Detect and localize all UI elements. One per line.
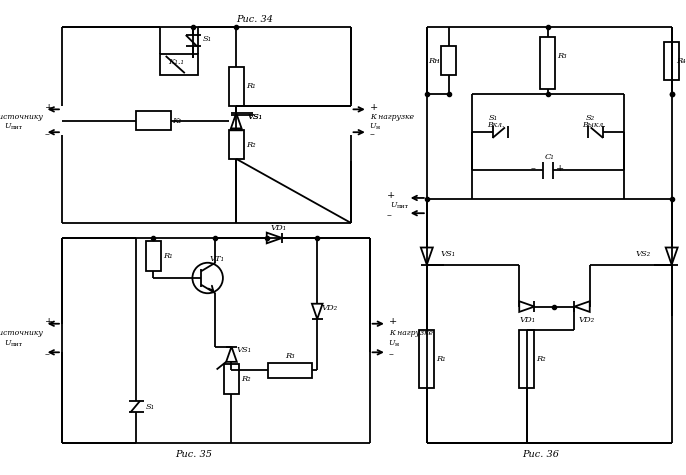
- Text: VD₁: VD₁: [519, 316, 535, 324]
- Text: VD₂: VD₂: [322, 304, 338, 312]
- Text: пит: пит: [397, 204, 408, 209]
- Text: C₁: C₁: [545, 153, 555, 161]
- Text: R₂: R₂: [246, 141, 255, 149]
- Text: пит: пит: [10, 125, 23, 130]
- Bar: [419, 331, 434, 388]
- Polygon shape: [421, 247, 433, 265]
- Text: R₄: R₄: [676, 57, 686, 65]
- Polygon shape: [226, 347, 237, 362]
- Text: U: U: [389, 339, 395, 347]
- Text: R₁: R₁: [163, 252, 172, 260]
- Text: К нагрузке: К нагрузке: [389, 329, 433, 337]
- Text: S₁: S₁: [145, 403, 155, 410]
- Text: –: –: [370, 131, 375, 140]
- Bar: [160, 54, 198, 75]
- Text: VS₁: VS₁: [248, 113, 263, 121]
- Text: Рис. 36: Рис. 36: [523, 450, 560, 459]
- Text: пит: пит: [10, 342, 23, 347]
- Bar: [145, 241, 161, 271]
- Text: +: +: [45, 317, 53, 326]
- Text: R₁: R₁: [246, 83, 255, 90]
- Text: Вкл.: Вкл.: [487, 121, 504, 129]
- Text: VD₂: VD₂: [578, 316, 595, 324]
- Bar: [224, 364, 239, 394]
- Text: Рис. 34: Рис. 34: [236, 15, 273, 24]
- Bar: [228, 67, 244, 105]
- Text: +: +: [45, 103, 53, 112]
- Text: K₁: K₁: [172, 117, 182, 125]
- Text: VT₁: VT₁: [209, 255, 224, 263]
- Polygon shape: [519, 301, 534, 312]
- Text: R₂: R₂: [536, 355, 546, 363]
- Polygon shape: [665, 247, 678, 265]
- Text: –: –: [387, 211, 392, 220]
- Bar: [441, 47, 456, 75]
- Text: R₃: R₃: [285, 352, 294, 360]
- Text: +: +: [387, 190, 395, 200]
- Text: VS₂: VS₂: [635, 250, 650, 258]
- Text: U: U: [370, 122, 376, 130]
- Text: –: –: [45, 351, 49, 360]
- Text: –: –: [531, 164, 536, 173]
- Polygon shape: [231, 113, 241, 128]
- Bar: [664, 42, 679, 80]
- Text: S₂: S₂: [586, 114, 595, 122]
- Text: К источнику: К источнику: [0, 329, 43, 337]
- Text: R₃: R₃: [557, 52, 567, 60]
- Bar: [540, 37, 556, 89]
- Polygon shape: [231, 115, 241, 130]
- Text: VS₁: VS₁: [236, 346, 251, 354]
- Text: К нагрузке: К нагрузке: [370, 113, 414, 121]
- Text: VD₁: VD₁: [270, 225, 287, 232]
- Text: U: U: [5, 339, 11, 347]
- Text: +: +: [556, 164, 564, 173]
- Bar: [268, 363, 312, 378]
- Text: R₁: R₁: [436, 355, 446, 363]
- Polygon shape: [312, 304, 322, 319]
- Text: S₁: S₁: [488, 114, 498, 122]
- Text: н: н: [394, 342, 399, 347]
- Text: Выкл.: Выкл.: [582, 121, 606, 129]
- Bar: [519, 331, 534, 388]
- Text: +: +: [389, 317, 397, 326]
- Text: К₁.₁: К₁.₁: [167, 57, 184, 66]
- Polygon shape: [267, 233, 282, 243]
- Text: S₁: S₁: [203, 35, 212, 43]
- Bar: [137, 111, 171, 130]
- Text: –: –: [389, 351, 394, 360]
- Text: Рис. 35: Рис. 35: [175, 450, 212, 459]
- Text: U: U: [390, 200, 397, 209]
- Text: R₂: R₂: [241, 375, 250, 383]
- Bar: [228, 130, 244, 159]
- Text: К источнику: К источнику: [0, 113, 43, 121]
- Text: VS₁: VS₁: [440, 250, 456, 258]
- Text: +: +: [370, 103, 378, 112]
- Polygon shape: [574, 301, 590, 312]
- Text: Rн: Rн: [428, 57, 440, 65]
- Text: U: U: [5, 122, 11, 130]
- Text: –: –: [45, 131, 49, 140]
- Text: н: н: [375, 125, 379, 130]
- Text: VS₁: VS₁: [248, 113, 263, 121]
